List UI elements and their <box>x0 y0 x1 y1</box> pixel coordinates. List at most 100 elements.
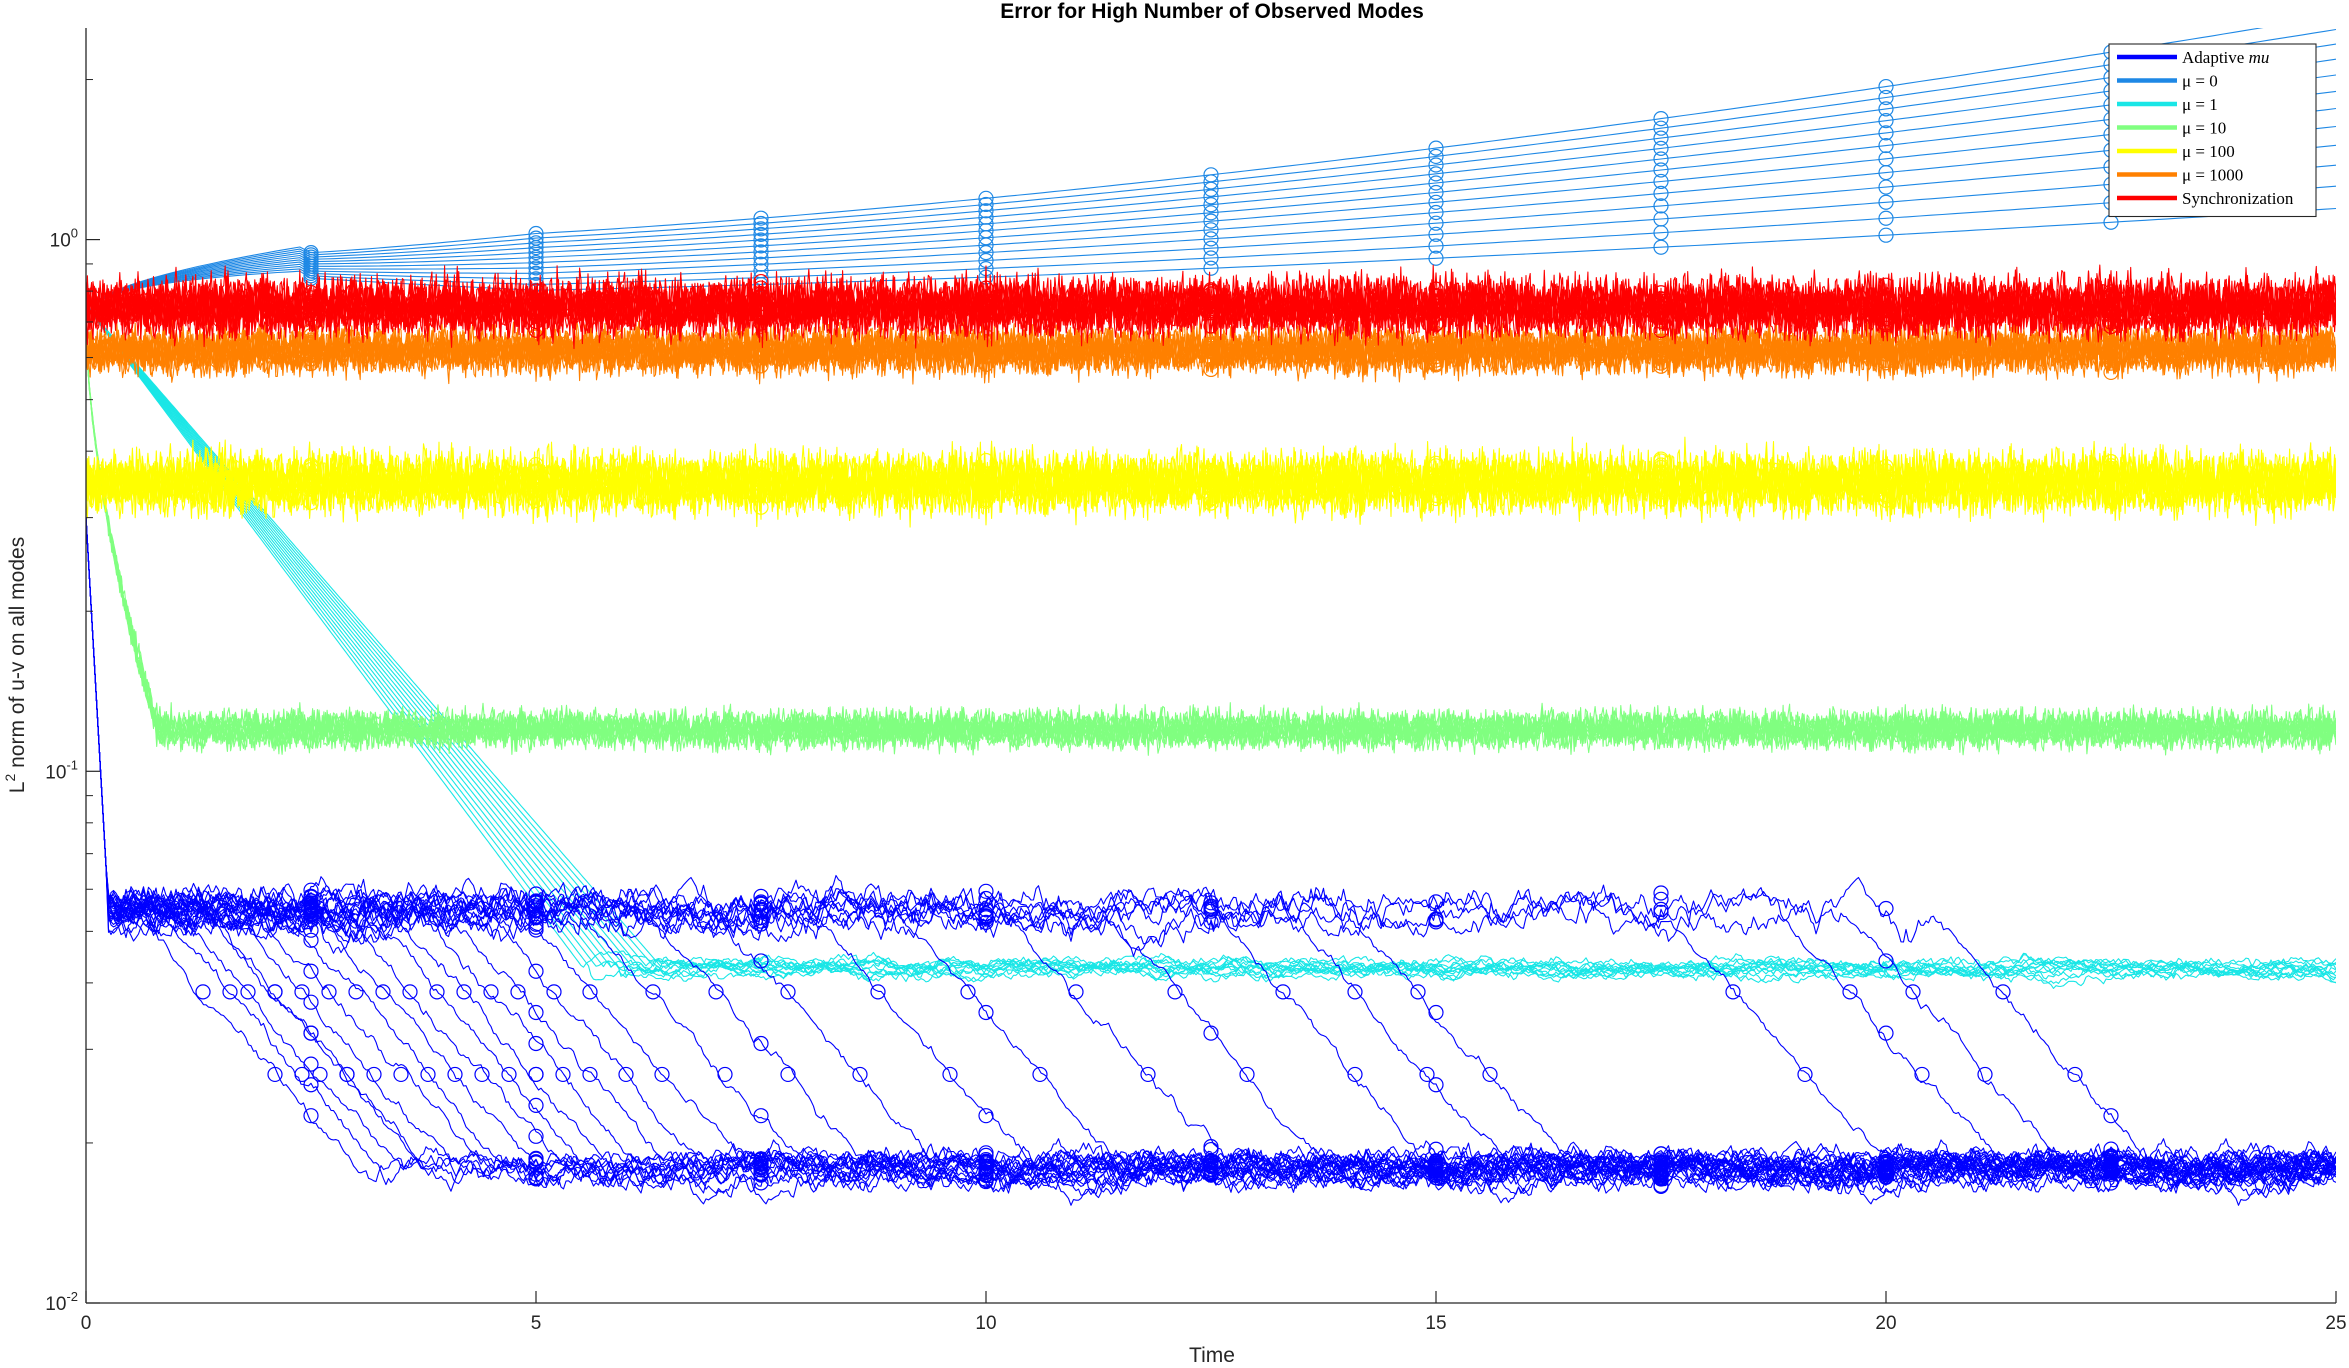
series-line <box>86 321 2336 756</box>
series-marker <box>222 984 238 1000</box>
series-marker <box>1203 490 1219 506</box>
series-marker <box>978 196 994 213</box>
legend-label: μ = 1000 <box>2182 166 2243 185</box>
series-marker <box>1203 303 1219 319</box>
series-line <box>86 90 2336 316</box>
series-marker <box>1428 238 1444 254</box>
series-marker <box>753 210 769 226</box>
series-marker <box>753 221 769 237</box>
series-marker <box>1203 231 1219 247</box>
series-marker <box>1878 458 1894 475</box>
series-marker <box>978 908 994 925</box>
series-marker <box>1653 198 1669 214</box>
series-marker <box>195 984 211 1000</box>
series-marker <box>1878 346 1894 362</box>
series-marker <box>1428 894 1444 910</box>
x-tick-label: 25 <box>2325 1313 2346 1334</box>
series-marker <box>528 230 544 246</box>
series-marker <box>501 1066 517 1083</box>
series-marker <box>303 478 319 494</box>
series-marker <box>1203 1165 1219 1181</box>
series-marker <box>1878 1025 1894 1041</box>
series-marker <box>2103 302 2119 318</box>
series-marker <box>1347 984 1363 1000</box>
series-marker <box>528 1171 544 1187</box>
series-line <box>86 436 2336 518</box>
series-marker <box>1428 343 1444 359</box>
series-marker <box>375 984 391 1000</box>
series-marker <box>294 984 310 1000</box>
series-marker <box>753 1035 769 1052</box>
series-marker <box>1203 1025 1219 1041</box>
series-marker <box>528 1097 544 1113</box>
series-marker <box>528 894 544 910</box>
series-marker <box>1878 953 1894 969</box>
series-line <box>86 185 2336 316</box>
series-marker <box>1653 338 1669 354</box>
series-marker <box>2103 335 2119 351</box>
series-marker <box>1428 184 1444 201</box>
series-marker <box>1203 1139 1219 1155</box>
series-marker <box>780 984 796 1000</box>
series-marker <box>1239 1066 1255 1083</box>
series-line <box>86 107 2336 316</box>
series-marker <box>1653 358 1669 374</box>
series-marker <box>303 963 319 979</box>
series-marker <box>942 1066 958 1083</box>
series-marker <box>2103 454 2119 470</box>
legend-label: μ = 0 <box>2182 72 2218 91</box>
series-marker <box>1428 467 1444 483</box>
series-marker <box>1428 204 1444 221</box>
series-marker <box>303 1077 319 1093</box>
series-marker <box>474 1066 490 1083</box>
series-marker <box>1347 1066 1363 1083</box>
series-line <box>86 517 2336 1192</box>
series-marker <box>303 1025 319 1041</box>
series-marker <box>1653 904 1669 920</box>
series-marker <box>393 1066 409 1083</box>
series-marker <box>753 250 769 266</box>
series-marker <box>1653 130 1669 146</box>
series-marker <box>1905 984 1921 1000</box>
series-marker <box>1428 1153 1444 1169</box>
series-marker <box>240 984 256 1000</box>
legend-label: μ = 1 <box>2182 95 2218 114</box>
series-marker <box>753 232 769 248</box>
series-marker <box>528 341 544 357</box>
series-marker <box>1653 211 1669 227</box>
series-marker <box>1653 151 1669 167</box>
series-marker <box>1203 189 1219 205</box>
series-marker <box>978 1108 994 1124</box>
series-marker <box>1428 226 1444 242</box>
series-marker <box>429 984 445 1000</box>
series-marker <box>528 265 544 281</box>
series-marker <box>483 984 499 1000</box>
series-marker <box>978 1165 994 1181</box>
series-marker <box>528 1035 544 1052</box>
series-marker <box>1653 1177 1669 1193</box>
series-line <box>86 74 2336 316</box>
series-marker <box>978 469 994 485</box>
series-marker <box>753 256 769 272</box>
series-line <box>86 265 2336 340</box>
series-marker <box>2103 1108 2119 1124</box>
series-line <box>86 517 2336 1193</box>
series-marker <box>546 984 562 1000</box>
series-marker <box>2103 318 2119 335</box>
series-marker <box>528 1066 544 1083</box>
series-marker <box>978 1153 994 1169</box>
series-marker <box>1878 194 1894 210</box>
x-tick-label: 5 <box>531 1313 542 1334</box>
legend: Adaptive mu μ = 0 μ = 1 μ = 10 μ = 100 μ = 10… <box>2108 43 2317 218</box>
series-marker <box>1878 113 1894 129</box>
series-line <box>86 517 2336 1187</box>
series-marker <box>528 225 544 242</box>
series-marker <box>1203 318 1219 334</box>
y-tick-label: 10-1 <box>45 757 78 783</box>
series-marker <box>303 245 319 261</box>
y-axis-label-sup: 2 <box>2 774 18 782</box>
legend-label: μ = 10 <box>2182 119 2226 138</box>
series-marker <box>753 904 769 920</box>
series-marker <box>1419 1066 1435 1083</box>
series-marker <box>528 255 544 271</box>
